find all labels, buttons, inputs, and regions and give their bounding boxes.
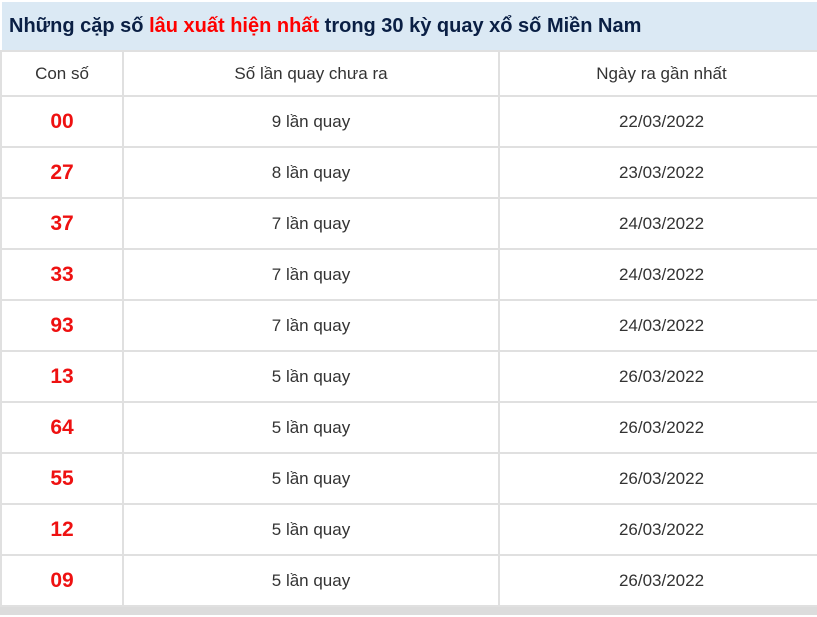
count-cell: 5 lần quay [122,401,500,454]
page-title-part1: Những cặp số [9,14,144,37]
date-cell: 22/03/2022 [498,95,817,148]
date-cell: 26/03/2022 [498,452,817,505]
count-cell: 5 lần quay [122,554,500,607]
count-cell: 9 lần quay [122,95,500,148]
header-number: Con số [0,50,124,97]
page-title-part2: trong 30 kỳ quay xổ số Miền Nam [324,14,642,37]
count-cell: 5 lần quay [122,350,500,403]
header-date: Ngày ra gần nhất [498,50,817,97]
table-row: 09 5 lần quay 26/03/2022 [0,554,817,607]
date-cell: 26/03/2022 [498,350,817,403]
number-cell: 00 [0,95,124,148]
number-cell: 12 [0,503,124,556]
table-row: 64 5 lần quay 26/03/2022 [0,401,817,454]
date-cell: 24/03/2022 [498,248,817,301]
bottom-divider [0,607,817,615]
longest-absent-numbers-table: Con số Số lần quay chưa ra Ngày ra gần n… [0,50,817,607]
page-title: Những cặp số lâu xuất hiện nhất trong 30… [9,15,641,38]
date-cell: 24/03/2022 [498,197,817,250]
table-row: 00 9 lần quay 22/03/2022 [0,95,817,148]
number-cell: 27 [0,146,124,199]
table-header-row: Con số Số lần quay chưa ra Ngày ra gần n… [0,50,817,97]
number-cell: 09 [0,554,124,607]
date-cell: 24/03/2022 [498,299,817,352]
number-cell: 55 [0,452,124,505]
count-cell: 7 lần quay [122,299,500,352]
number-cell: 33 [0,248,124,301]
table-row: 55 5 lần quay 26/03/2022 [0,452,817,505]
date-cell: 23/03/2022 [498,146,817,199]
count-cell: 7 lần quay [122,248,500,301]
number-cell: 37 [0,197,124,250]
number-cell: 64 [0,401,124,454]
table-row: 27 8 lần quay 23/03/2022 [0,146,817,199]
table-row: 37 7 lần quay 24/03/2022 [0,197,817,250]
header-count: Số lần quay chưa ra [122,50,500,97]
table-row: 13 5 lần quay 26/03/2022 [0,350,817,403]
table-row: 33 7 lần quay 24/03/2022 [0,248,817,301]
date-cell: 26/03/2022 [498,401,817,454]
date-cell: 26/03/2022 [498,554,817,607]
table-row: 93 7 lần quay 24/03/2022 [0,299,817,352]
count-cell: 7 lần quay [122,197,500,250]
count-cell: 8 lần quay [122,146,500,199]
number-cell: 93 [0,299,124,352]
date-cell: 26/03/2022 [498,503,817,556]
table-body: 00 9 lần quay 22/03/2022 27 8 lần quay 2… [0,95,817,607]
number-cell: 13 [0,350,124,403]
table-row: 12 5 lần quay 26/03/2022 [0,503,817,556]
title-bar: Những cặp số lâu xuất hiện nhất trong 30… [2,2,817,50]
count-cell: 5 lần quay [122,452,500,505]
count-cell: 5 lần quay [122,503,500,556]
page-title-highlight: lâu xuất hiện nhất [149,14,320,37]
